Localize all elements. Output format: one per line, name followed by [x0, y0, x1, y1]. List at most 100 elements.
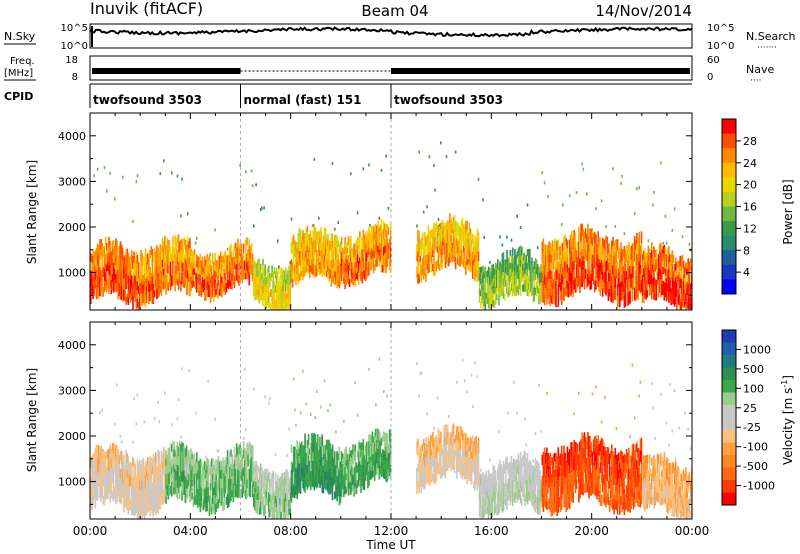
heatmap-cell [285, 469, 287, 478]
heatmap-cell [664, 268, 667, 276]
heatmap-scatter [176, 417, 179, 421]
heatmap-cell [208, 505, 211, 517]
heatmap-cell [299, 477, 302, 486]
nsearch-dots: ······· [757, 43, 777, 53]
heatmap-cell [388, 249, 391, 260]
heatmap-cell [509, 462, 512, 470]
heatmap-cell [144, 278, 147, 288]
heatmap-cell [191, 250, 194, 259]
heatmap-cell [129, 498, 132, 510]
heatmap-cell [363, 478, 366, 490]
heatmap-cell [491, 507, 493, 518]
heatmap-cell [159, 244, 162, 252]
heatmap-cell [174, 272, 176, 282]
heatmap-cell [185, 286, 188, 295]
heatmap-cell [300, 236, 303, 243]
heatmap-cell [475, 270, 477, 277]
heatmap-cell [285, 279, 287, 291]
heatmap-cell [107, 244, 109, 254]
heatmap-cell [580, 242, 582, 252]
heatmap-cell [134, 275, 137, 285]
heatmap-cell [568, 239, 571, 254]
heatmap-cell [448, 257, 450, 267]
heatmap-cell [263, 472, 265, 484]
heatmap-cell [583, 442, 586, 453]
heatmap-cell [555, 488, 557, 501]
heatmap-cell [151, 506, 154, 515]
heatmap-cell [163, 446, 165, 461]
heatmap-cell [546, 456, 548, 466]
heatmap-scatter [434, 188, 436, 192]
heatmap-cell [178, 252, 181, 263]
heatmap-cell [557, 295, 560, 308]
heatmap-cell [198, 479, 200, 488]
heatmap-cell [300, 265, 303, 271]
heatmap-cell [288, 272, 290, 281]
heatmap-cell [493, 281, 496, 289]
heatmap-cell [283, 292, 286, 303]
heatmap-cell [531, 288, 533, 296]
heatmap-cell [450, 243, 452, 252]
heatmap-scatter [614, 225, 617, 228]
heatmap-cell [451, 223, 453, 233]
heatmap-cell [444, 424, 447, 438]
heatmap-cell [250, 264, 253, 275]
heatmap-cell [300, 467, 303, 475]
heatmap-cell [582, 269, 585, 284]
heatmap-cell [443, 455, 445, 466]
heatmap-cell [171, 481, 173, 490]
heatmap-cell [109, 462, 111, 471]
heatmap-cell [266, 294, 269, 300]
heatmap-cell [574, 482, 577, 494]
heatmap-cell [232, 464, 235, 474]
heatmap-cell [304, 463, 306, 478]
heatmap-cell [482, 513, 484, 519]
heatmap-cell [371, 431, 374, 444]
heatmap-cell [641, 253, 644, 261]
heatmap-cell [417, 251, 419, 263]
heatmap-cell [362, 451, 365, 465]
heatmap-cell [168, 459, 171, 472]
heatmap-cell [364, 232, 367, 243]
heatmap-cell [290, 477, 293, 487]
heatmap-cell [92, 453, 94, 463]
heatmap-cell [149, 249, 151, 259]
heatmap-cell [375, 231, 377, 239]
heatmap-cell [514, 471, 516, 482]
heatmap-cell [454, 220, 457, 233]
heatmap-cell [445, 424, 448, 432]
heatmap-cell [287, 472, 289, 482]
heatmap-cell [541, 251, 544, 263]
heatmap-cell [131, 287, 133, 301]
heatmap-cell [161, 238, 164, 246]
heatmap-cell [231, 281, 233, 290]
heatmap-cell [151, 482, 154, 491]
heatmap-cell [482, 505, 484, 514]
heatmap-cell [433, 449, 435, 461]
heatmap-cell [364, 466, 367, 474]
heatmap-cell [204, 289, 206, 301]
heatmap-cell [511, 497, 514, 506]
heatmap-cell [581, 274, 583, 287]
heatmap-cell [563, 491, 565, 508]
heatmap-cell [344, 476, 346, 486]
heatmap-cell [368, 441, 370, 449]
heatmap-cell [251, 267, 254, 275]
heatmap-cell [332, 458, 335, 468]
heatmap-cell [515, 275, 517, 286]
heatmap-cell [426, 269, 428, 276]
heatmap-cell [320, 253, 322, 260]
heatmap-cell [254, 292, 256, 301]
heatmap-cell [460, 220, 463, 228]
heatmap-cell [149, 468, 151, 481]
heatmap-scatter [648, 248, 651, 252]
heatmap-cell [95, 270, 98, 278]
heatmap-cell [212, 496, 214, 505]
heatmap-scatter [171, 171, 173, 175]
heatmap-cell [249, 458, 252, 467]
heatmap-cell [337, 253, 339, 261]
heatmap-cell [347, 453, 350, 460]
heatmap-cell [453, 250, 456, 262]
heatmap-cell [183, 482, 186, 495]
heatmap-cell [148, 257, 150, 269]
